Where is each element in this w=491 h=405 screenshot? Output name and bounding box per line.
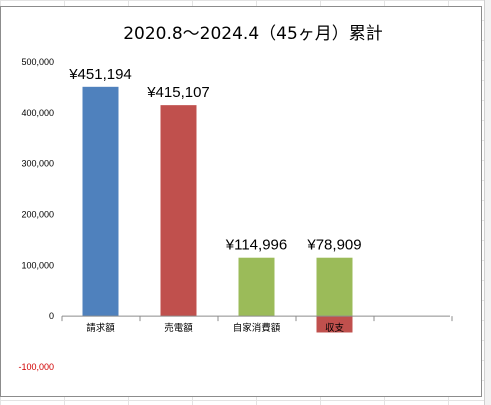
bar [82, 86, 119, 317]
y-tick-label: -100,000 [18, 362, 54, 372]
y-tick-label: 500,000 [21, 57, 54, 67]
y-tick-label: 100,000 [21, 260, 54, 270]
data-label: ¥415,107 [146, 84, 210, 101]
category-label: 請求額 [86, 322, 115, 334]
data-label: ¥78,909 [306, 237, 361, 254]
category-label: 自家消費額 [233, 322, 281, 334]
y-tick-label: 200,000 [21, 210, 54, 220]
chart-area[interactable] [0, 6, 482, 397]
y-axis-ticks: -100,000 0 100,000 200,000 300,000 400,000 500… [18, 57, 54, 372]
data-label: ¥451,194 [68, 66, 132, 83]
bar [316, 316, 353, 333]
y-tick-label: 0 [49, 311, 54, 321]
overlay-bar [316, 257, 353, 317]
bars [82, 86, 353, 333]
bar [160, 105, 197, 317]
bar [238, 257, 275, 317]
category-labels: 請求額 売電額 自家消費額 収支 [86, 322, 344, 334]
category-label: 収支 [325, 322, 345, 334]
chart-title: 2020.8～2024.4（45ヶ月）累計 [123, 24, 383, 44]
data-labels: ¥451,194 ¥415,107 ¥114,996 ¥78,909 [68, 66, 361, 254]
y-tick-label: 400,000 [21, 108, 54, 118]
y-tick-label: 300,000 [21, 159, 54, 169]
category-label: 売電額 [164, 322, 193, 334]
x-axis-tick-marks [61, 316, 453, 322]
data-label: ¥114,996 [225, 237, 287, 254]
window-edge [484, 0, 491, 405]
